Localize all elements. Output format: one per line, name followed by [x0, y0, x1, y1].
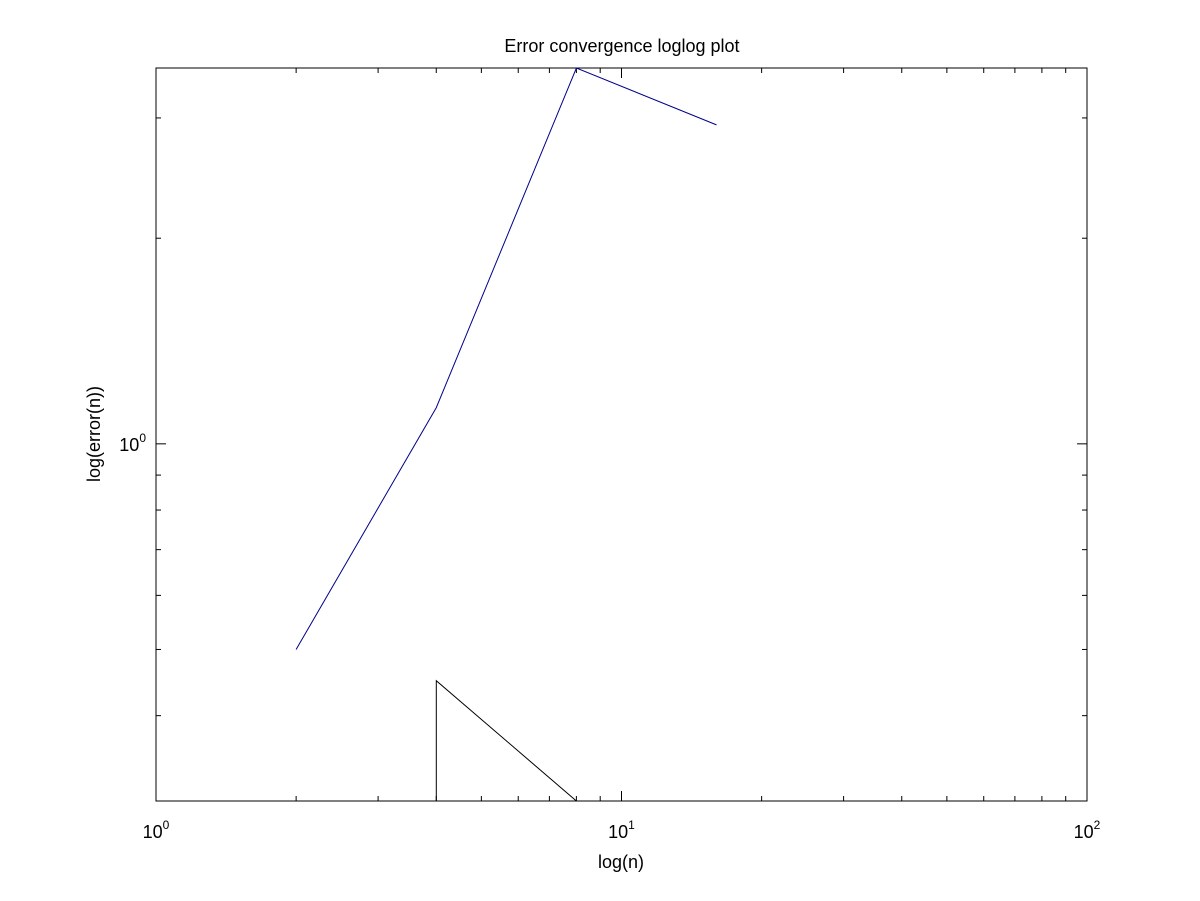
- x-axis-label: log(n): [598, 852, 644, 872]
- plot-frame: [155, 67, 1088, 802]
- tick-labels: 100 101 102 100: [119, 431, 1100, 842]
- major-ticks: [155, 68, 1088, 801]
- series-line-2: [435, 679, 577, 802]
- x-tick-label: 100: [143, 818, 170, 842]
- series-line-1: [295, 67, 717, 650]
- x-tick-label: 101: [608, 818, 635, 842]
- series-layer: [295, 67, 717, 802]
- y-tick-label: 100: [119, 431, 146, 455]
- x-tick-label: 102: [1074, 818, 1101, 842]
- chart-title: Error convergence loglog plot: [504, 36, 739, 56]
- y-axis-label: log(error(n)): [84, 386, 104, 482]
- minor-ticks: [156, 68, 1087, 802]
